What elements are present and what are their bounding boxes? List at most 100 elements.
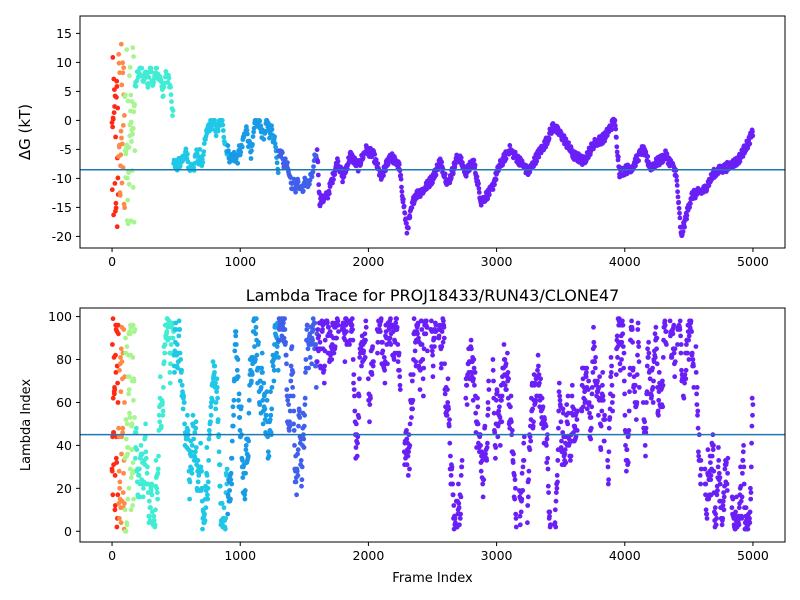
data-point	[531, 419, 536, 425]
data-point	[114, 460, 120, 465]
data-point	[636, 339, 641, 345]
data-point	[321, 367, 327, 373]
data-point	[614, 149, 620, 155]
data-point	[424, 324, 430, 330]
data-point	[730, 496, 736, 502]
data-point	[215, 128, 221, 134]
data-point	[236, 391, 242, 397]
data-point	[129, 447, 135, 453]
data-point	[469, 346, 474, 352]
data-point	[517, 513, 523, 519]
data-point	[484, 445, 490, 450]
data-point	[643, 430, 649, 435]
data-point	[200, 152, 206, 158]
data-point	[485, 406, 491, 412]
data-point	[315, 159, 321, 165]
data-point	[208, 419, 213, 425]
data-point	[695, 412, 700, 418]
data-point	[555, 458, 561, 463]
data-point	[126, 391, 131, 397]
data-point	[741, 481, 747, 487]
y-tick-label: 20	[56, 481, 72, 496]
data-point	[254, 352, 260, 358]
y-tick-label: 80	[56, 352, 72, 367]
data-point	[112, 473, 118, 478]
data-point	[568, 453, 574, 459]
data-point	[676, 205, 682, 211]
data-point	[502, 382, 508, 388]
data-point	[316, 182, 322, 188]
data-point	[219, 118, 225, 123]
data-point	[671, 322, 677, 328]
data-point	[643, 453, 648, 459]
data-point	[672, 346, 678, 352]
data-point	[478, 468, 484, 474]
data-point	[356, 415, 362, 420]
data-point	[438, 365, 444, 371]
data-point	[503, 156, 509, 162]
delta-g-panel: 0 1000 2000 3000 4000 5000 -20 -15 -10 -5 0 5 10 15 ΔG…	[16, 15, 786, 269]
data-point	[574, 428, 580, 433]
data-point	[271, 367, 277, 373]
data-point	[387, 335, 393, 341]
data-point	[119, 359, 125, 365]
data-point	[378, 316, 384, 322]
data-point	[215, 395, 221, 401]
data-point	[248, 156, 254, 161]
data-point	[123, 417, 129, 422]
data-point	[491, 410, 497, 416]
data-point	[547, 513, 552, 519]
data-point	[147, 513, 153, 519]
data-point	[300, 188, 306, 194]
data-point	[675, 189, 680, 195]
data-point	[371, 359, 376, 365]
data-point	[548, 522, 554, 528]
data-point	[123, 92, 128, 98]
data-point	[613, 126, 619, 132]
data-point	[123, 528, 129, 534]
data-point	[283, 339, 288, 345]
data-point	[656, 412, 661, 418]
data-point	[675, 194, 681, 200]
data-point	[331, 350, 337, 356]
data-point	[262, 406, 268, 412]
data-point	[115, 380, 120, 386]
data-point	[121, 470, 126, 476]
data-point	[446, 406, 451, 412]
data-point	[458, 511, 463, 517]
data-point	[510, 460, 516, 465]
data-point	[220, 128, 226, 133]
data-point	[292, 443, 297, 448]
data-point	[391, 357, 397, 362]
data-point	[634, 400, 640, 405]
data-point	[490, 357, 496, 362]
data-point	[181, 393, 187, 399]
data-point	[677, 215, 683, 221]
data-point	[445, 400, 451, 405]
data-point	[588, 436, 594, 442]
data-point	[120, 70, 126, 76]
data-point	[702, 466, 708, 472]
data-point	[115, 492, 121, 498]
data-point	[674, 183, 680, 188]
data-point	[724, 488, 730, 493]
data-point	[238, 149, 244, 155]
data-point	[750, 133, 756, 139]
data-point	[395, 359, 401, 365]
x-tick-label: 2000	[353, 548, 385, 563]
data-point	[642, 419, 647, 425]
data-point	[112, 181, 118, 186]
data-point	[447, 440, 453, 446]
data-point	[354, 453, 360, 459]
data-point	[453, 520, 458, 526]
data-point	[243, 447, 249, 453]
data-point	[314, 147, 320, 153]
x-tick-label: 4000	[609, 548, 641, 563]
data-point	[553, 498, 559, 504]
data-point	[678, 333, 683, 339]
data-point	[148, 65, 154, 71]
data-point	[558, 419, 564, 425]
data-point	[736, 522, 742, 528]
data-point	[264, 397, 270, 403]
data-point	[118, 346, 124, 352]
